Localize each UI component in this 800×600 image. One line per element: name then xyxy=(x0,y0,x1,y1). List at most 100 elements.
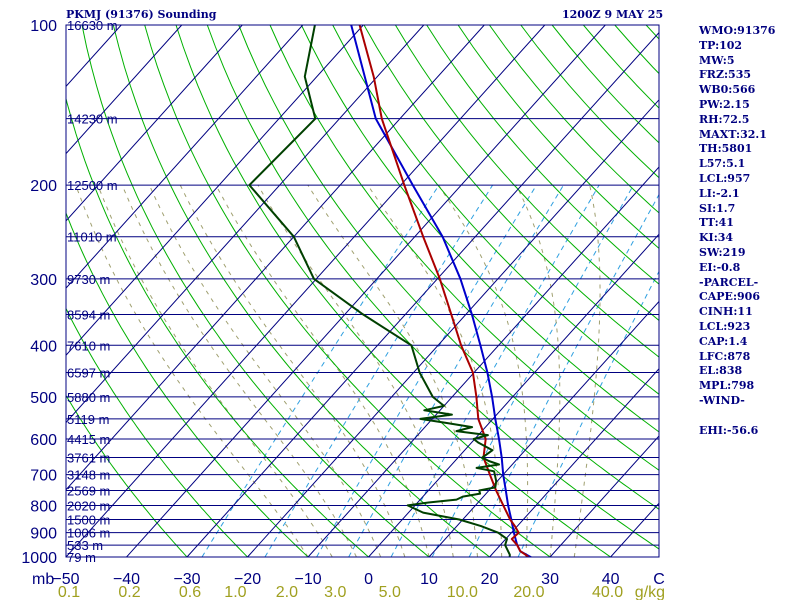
plot-frame xyxy=(65,24,660,558)
dry-adiabat xyxy=(772,25,800,568)
isotherm xyxy=(126,25,606,557)
index-item: EI:-0.8 xyxy=(699,260,741,274)
isotherm xyxy=(66,25,364,357)
temperature-tick-label: −10 xyxy=(294,571,321,588)
moist-adiabat xyxy=(438,184,529,557)
isotherm xyxy=(307,166,659,557)
height-label: 7610 m xyxy=(67,338,110,353)
indices-panel: WMO:91376 TP:102 MW:5 FRZ:535 WB0:566 PW:2.15… xyxy=(699,24,775,438)
plot-area xyxy=(66,25,800,568)
station-title: PKMJ (91376) Sounding xyxy=(66,8,217,21)
dry-adiabat xyxy=(144,25,551,557)
dry-adiabat xyxy=(175,25,612,557)
index-item: LCL:957 xyxy=(699,171,751,185)
temperature-tick-label: −30 xyxy=(173,571,200,588)
index-item: WB0:566 xyxy=(699,83,756,97)
moist-adiabat xyxy=(148,184,382,557)
index-item: MW:5 xyxy=(699,53,735,67)
index-item: TP:102 xyxy=(699,38,743,52)
moist-adiabat xyxy=(515,184,561,557)
pressure-unit-label: mb xyxy=(32,571,54,588)
mixing-ratio-tick-label: 0.1 xyxy=(58,584,80,600)
index-item: EHI:-56.6 xyxy=(699,423,759,437)
index-item: PW:2.15 xyxy=(699,97,750,111)
isotherm xyxy=(66,25,546,557)
temperature-tick-label: 10 xyxy=(420,571,438,588)
height-label: 6597 m xyxy=(67,366,110,381)
mixing-ratio-line xyxy=(316,184,537,557)
mixing-ratio-tick-label: 0.6 xyxy=(179,584,201,600)
isotherm xyxy=(66,25,304,289)
pressure-tick-label: 1000 xyxy=(21,550,57,567)
index-item: LFC:878 xyxy=(699,349,751,363)
index-item: CAPE:906 xyxy=(699,290,760,304)
moist-adiabat xyxy=(179,184,406,557)
dry-adiabat xyxy=(66,211,309,557)
pressure-tick-label: 600 xyxy=(30,432,57,449)
moist-adiabat xyxy=(121,184,357,557)
temperature-tick-label: 20 xyxy=(481,571,499,588)
mixing-ratio-tick-label: 40.0 xyxy=(592,584,623,600)
profiles xyxy=(248,25,532,557)
index-item: MPL:798 xyxy=(699,379,755,393)
dry-adiabat xyxy=(66,307,249,557)
index-item: TH:5801 xyxy=(699,142,753,156)
pressure-tick-label: 200 xyxy=(30,178,57,195)
index-item: WMO:91376 xyxy=(699,24,776,37)
index-item: TT:41 xyxy=(699,216,734,230)
height-label: 5880 m xyxy=(67,390,110,405)
pressure-tick-label: 400 xyxy=(30,338,57,355)
mixing-ratio-tick-label: 1.0 xyxy=(224,584,246,600)
dry-adiabat xyxy=(426,25,659,285)
mixing-ratio-line xyxy=(264,184,494,557)
dry-adiabat xyxy=(238,25,659,510)
dry-adiabat xyxy=(363,25,659,358)
isotherm xyxy=(489,367,659,557)
index-item: EL:838 xyxy=(699,364,743,378)
temperature-trace xyxy=(358,25,530,557)
height-label: 3148 m xyxy=(67,468,110,483)
temperature-tick-label: −50 xyxy=(52,571,79,588)
pressure-tick-label: 100 xyxy=(30,18,57,35)
index-item: KI:34 xyxy=(699,231,734,245)
moist-adiabats xyxy=(75,184,601,557)
height-label: 533 m xyxy=(67,538,103,553)
mixing-ratio-line xyxy=(348,184,564,557)
dry-adiabat xyxy=(457,25,659,250)
height-label: 9730 m xyxy=(67,272,110,287)
height-label: 79 m xyxy=(67,550,96,565)
height-label: 4415 m xyxy=(67,432,110,447)
index-item: RH:72.5 xyxy=(699,112,750,126)
index-item: LCL:923 xyxy=(699,319,751,333)
isotherm xyxy=(186,31,659,557)
height-label: 11010 m xyxy=(67,230,117,245)
pressure-tick-label: 900 xyxy=(30,526,57,543)
sounding-time: 1200Z 9 MAY 25 xyxy=(562,8,664,21)
pressure-tick-label: 700 xyxy=(30,468,57,485)
height-label: 14230 m xyxy=(67,112,118,127)
isotherm xyxy=(428,300,659,557)
moist-adiabat xyxy=(97,184,333,557)
height-label: 3761 m xyxy=(67,450,110,465)
height-label: 2569 m xyxy=(67,484,110,499)
isotherm xyxy=(66,25,183,155)
temperature-tick-label: −20 xyxy=(234,571,261,588)
index-item xyxy=(699,409,775,424)
mixing-ratio-axis: 0.1 0.2 0.6 1.0 2.0 3.0 5.0 10.0 20.0 40.0 g/kg xyxy=(58,584,665,600)
isotherm xyxy=(368,233,659,557)
dry-adiabats xyxy=(66,25,800,568)
mixing-ratio-line xyxy=(390,184,600,557)
isotherms xyxy=(66,25,659,557)
temperature-tick-label: 40 xyxy=(602,571,620,588)
temperature-tick-label: 0 xyxy=(364,571,373,588)
index-item: MAXT:32.1 xyxy=(699,127,767,141)
isotherm xyxy=(66,25,425,424)
isotherm xyxy=(66,25,243,222)
index-item: SW:219 xyxy=(699,245,746,259)
mixing-ratio-line xyxy=(431,184,634,557)
isotherm xyxy=(247,99,659,557)
height-label: 12500 m xyxy=(67,178,118,193)
temperature-tick-label: −40 xyxy=(113,571,140,588)
isotherm xyxy=(66,25,485,491)
index-item: -PARCEL- xyxy=(699,275,759,289)
